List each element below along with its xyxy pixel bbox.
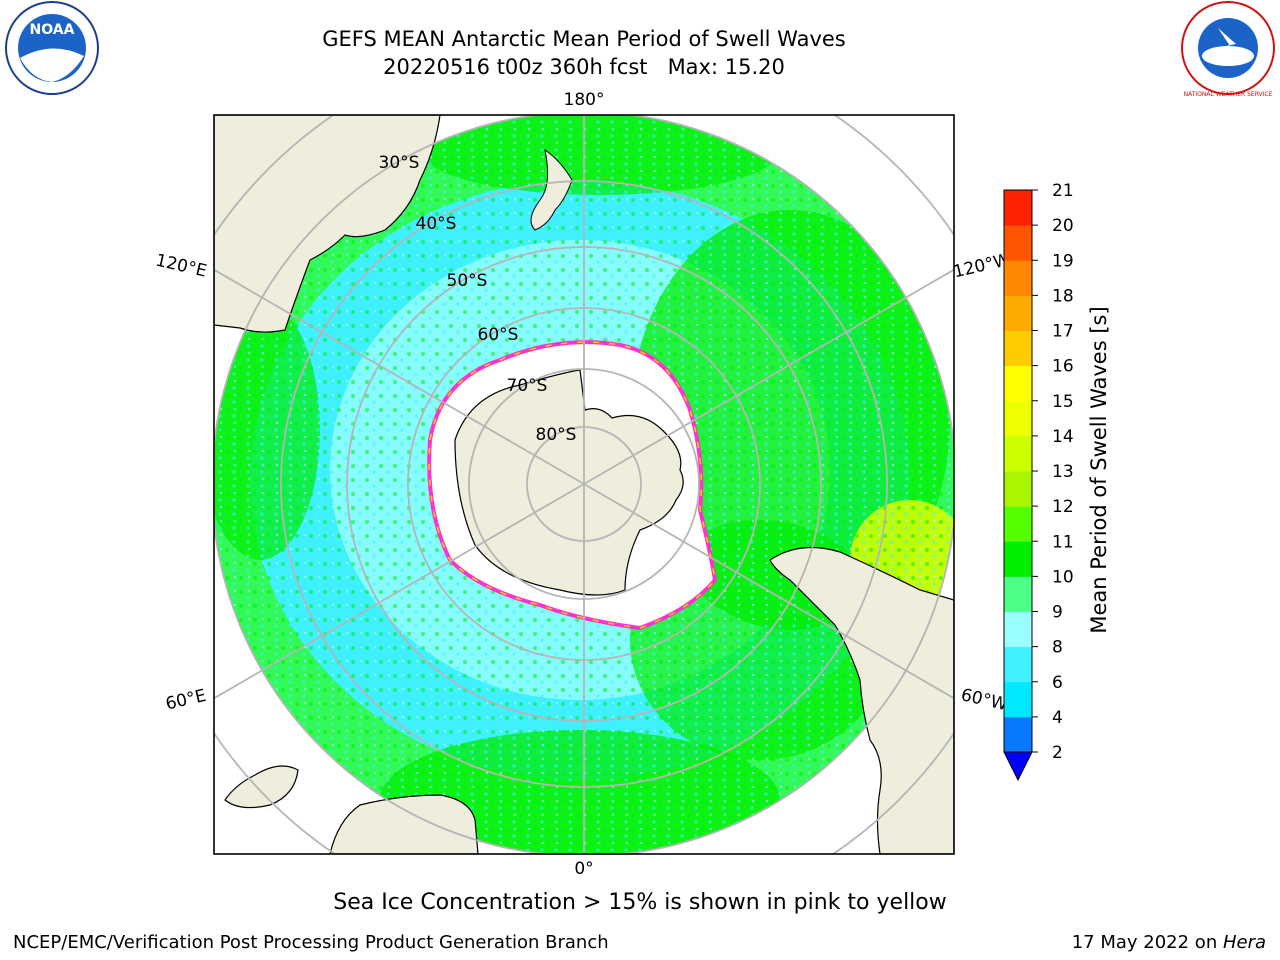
map-figure: NOAA NATIONAL WEATHER SERVICE [5, 1, 1275, 879]
colorbar-tick-label: 12 [1052, 497, 1074, 517]
colorbar-segment [1004, 435, 1032, 472]
nws-logo-text: NATIONAL WEATHER SERVICE [1184, 91, 1273, 98]
sea-ice-note: Sea Ice Concentration > 15% is shown in … [333, 890, 947, 915]
colorbar-under-arrow [1003, 751, 1033, 782]
lon-label-60e: 60°E [164, 686, 208, 715]
colorbar-tick-label: 14 [1052, 427, 1074, 447]
colorbar-tick-label: 19 [1052, 251, 1074, 271]
colorbar-tick-label: 18 [1052, 286, 1074, 306]
lat-label: 50°S [447, 271, 488, 291]
new-zealand-land [530, 148, 573, 231]
longitude-grid [214, 115, 954, 854]
colorbar-title: Mean Period of Swell Waves [s] [1087, 306, 1111, 633]
colorbar-segment [1004, 330, 1032, 367]
nws-logo: NATIONAL WEATHER SERVICE [1181, 1, 1275, 98]
antarctica-land [454, 369, 684, 596]
lon-label-180: 180° [564, 90, 605, 110]
lat-label: 30°S [379, 153, 420, 173]
colorbar-tick-label: 11 [1052, 532, 1074, 552]
chart-title: GEFS MEAN Antarctic Mean Period of Swell… [322, 27, 846, 51]
lat-label: 60°S [478, 325, 519, 345]
noaa-logo: NOAA [5, 1, 99, 95]
lon-label-120e: 120°E [154, 251, 209, 282]
map-frame [213, 114, 955, 855]
colorbar-tick-label: 4 [1052, 708, 1063, 728]
lon-label-60w: 60°W [959, 685, 1009, 715]
colorbar-segment [1004, 646, 1032, 683]
colorbar-tick-label: 2 [1052, 743, 1063, 763]
colorbar-segment [1004, 471, 1032, 507]
footer-date: 17 May 2022 on Hera [1072, 932, 1266, 953]
colorbar-segment [1004, 611, 1032, 648]
latitude-labels: 30°S 40°S 50°S 60°S 70°S 80°S [379, 153, 577, 445]
colorbar-segment [1004, 295, 1032, 331]
australia-land [214, 115, 441, 333]
colorbar-segment [1004, 365, 1032, 402]
colorbar-segment [1004, 190, 1032, 226]
colorbar-tick-label: 8 [1052, 638, 1063, 658]
colorbar-segment [1004, 400, 1032, 437]
madagascar-land [224, 765, 299, 809]
footer-credit: NCEP/EMC/Verification Post Processing Pr… [13, 932, 609, 953]
colorbar-tick-label: 20 [1052, 216, 1074, 236]
lat-label: 70°S [507, 376, 548, 396]
colorbar-segment [1004, 260, 1032, 296]
africa-land [329, 794, 479, 854]
colorbar-tick-label: 15 [1052, 392, 1074, 412]
colorbar-tick-label: 13 [1052, 462, 1074, 482]
colorbar-tick-label: 21 [1052, 181, 1074, 201]
colorbar-tick-label: 17 [1052, 322, 1074, 342]
colorbar-segment [1004, 225, 1032, 261]
south-america-land [769, 546, 954, 854]
lon-label-0: 0° [574, 859, 593, 879]
colorbar-tick-label: 16 [1052, 357, 1074, 377]
noaa-logo-text: NOAA [30, 22, 75, 38]
colorbar-segment [1004, 716, 1032, 753]
footer-date-text: 17 May 2022 on [1071, 932, 1223, 953]
colorbar-segment [1004, 541, 1032, 577]
footer-host: Hera [1222, 932, 1266, 953]
lat-label: 80°S [536, 425, 577, 445]
colorbar-segment [1004, 576, 1032, 612]
colorbar-segment [1004, 506, 1032, 542]
colorbar-segment [1004, 681, 1032, 718]
chart-subtitle: 20220516 t00z 360h fcst Max: 15.20 [383, 55, 785, 79]
lon-label-120w: 120°W [951, 250, 1012, 283]
map-area [214, 115, 954, 854]
colorbar: 2 4 6 8 9 10 11 12 13 14 15 16 17 18 19 20 21 [1003, 181, 1074, 782]
lat-label: 40°S [416, 214, 457, 234]
colorbar-tick-label: 9 [1052, 603, 1063, 623]
colorbar-tick-label: 10 [1052, 567, 1074, 587]
colorbar-tick-label: 6 [1052, 673, 1063, 693]
